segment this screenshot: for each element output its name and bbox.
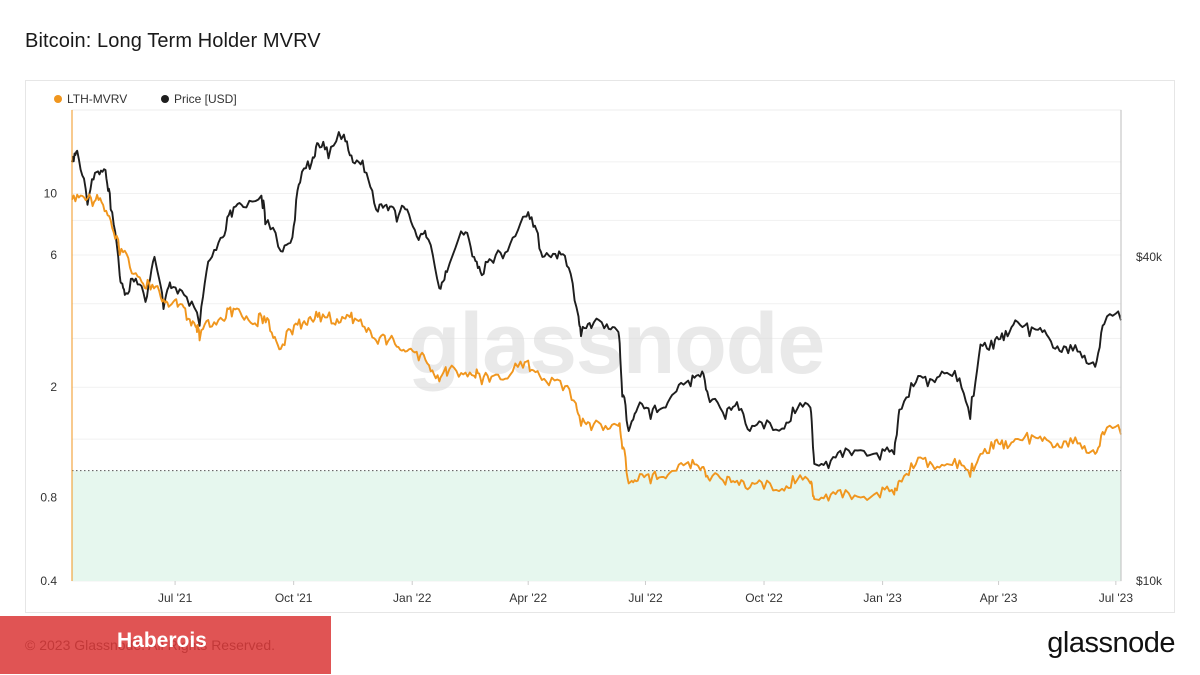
series-lines	[71, 131, 1122, 502]
watermark-text: glassnode	[408, 296, 824, 392]
glassnode-logo[interactable]: glassnode	[1047, 627, 1175, 659]
threshold-zone	[72, 470, 1121, 581]
x-tick-label: Jan '23	[863, 591, 902, 605]
copyright-text: © 2023 Glassnode. All Rights Reserved.	[25, 637, 276, 653]
y-left-tick-label: 0.4	[40, 574, 57, 588]
y-right-tick-label: $40k	[1136, 250, 1163, 264]
banner-brand-text: Haberois	[117, 629, 207, 652]
legend-swatch-price	[161, 95, 169, 103]
x-tick-label: Jan '22	[393, 591, 432, 605]
y-left-tick-label: 6	[50, 248, 57, 262]
legend-swatch-lth-mvrv	[54, 95, 62, 103]
y-right-tick-label: $10k	[1136, 574, 1163, 588]
chart-title: Bitcoin: Long Term Holder MVRV	[25, 30, 321, 52]
x-tick-label: Oct '21	[275, 591, 313, 605]
threshold-fill	[72, 470, 1121, 581]
y-left-tick-label: 10	[44, 186, 58, 200]
x-tick-label: Jul '21	[158, 591, 193, 605]
chart-svg: glassnode 0.4 0.8 2 6 10 $10k $40k Jul '21 Oct '…	[40, 92, 1163, 605]
x-tick-label: Oct '22	[745, 591, 783, 605]
x-tick-label: Apr '23	[980, 591, 1018, 605]
x-tick-label: Jul '23	[1099, 591, 1134, 605]
y-left-tick-label: 2	[50, 380, 57, 394]
price-line	[71, 131, 1122, 470]
y-left-tick-label: 0.8	[40, 491, 57, 505]
lth-mvrv-line	[71, 193, 1122, 502]
x-tick-label: Jul '22	[628, 591, 663, 605]
legend[interactable]: LTH-MVRV Price [USD]	[54, 92, 237, 106]
footer-banner	[0, 616, 331, 674]
legend-label-price[interactable]: Price [USD]	[174, 92, 237, 106]
axes: 0.4 0.8 2 6 10 $10k $40k Jul '21 Oct '21 Jan '22 A…	[40, 110, 1163, 605]
x-tick-label: Apr '22	[509, 591, 547, 605]
chart-frame: glassnode 0.4 0.8 2 6 10 $10k $40k Jul '21 Oct '…	[25, 80, 1175, 613]
legend-label-lth-mvrv[interactable]: LTH-MVRV	[67, 92, 127, 106]
